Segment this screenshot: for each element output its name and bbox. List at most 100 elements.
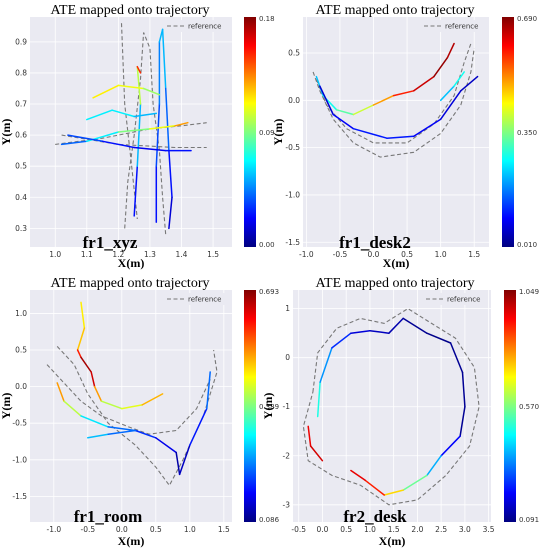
x-tick-label: 3.5	[483, 525, 495, 534]
y-tick-label: -1	[283, 402, 291, 411]
x-tick-label: -0.5	[80, 525, 95, 534]
legend-box	[423, 293, 487, 305]
trajectory-segment	[189, 407, 208, 446]
x-tick-label: 0.0	[368, 250, 380, 259]
x-tick-label: 1.3	[144, 250, 156, 259]
trajectory-segment	[87, 433, 109, 439]
trajectory-segment	[133, 112, 158, 118]
y-axis-label: Y(m)	[261, 393, 275, 420]
trajectory-segment	[168, 149, 173, 199]
trajectory-segment	[80, 356, 92, 373]
x-tick-label: 3.0	[459, 525, 471, 534]
y-tick-label: -3	[283, 500, 291, 509]
trajectory-segment	[449, 342, 464, 374]
y-tick-label: 0.3	[15, 224, 27, 233]
dataset-label: fr1_xyz	[83, 233, 138, 252]
trajectory-segment	[392, 90, 415, 97]
trajectory-segment	[136, 65, 142, 74]
trajectory-segment	[426, 332, 452, 344]
x-tick-label: 1.1	[81, 250, 93, 259]
y-tick-label: 0	[285, 353, 290, 362]
trajectory-segment	[439, 85, 455, 102]
y-axis-label: Y(m)	[0, 393, 13, 420]
trajectory-segment	[433, 56, 449, 78]
trajectory-segment	[413, 118, 442, 138]
colorbar-tick-label: 0.350	[517, 129, 537, 137]
trajectory-segment	[206, 371, 211, 410]
trajectory-segment	[63, 400, 82, 417]
legend-box	[164, 20, 228, 32]
x-tick-label: -0.5	[291, 525, 306, 534]
trajectory-segment	[155, 437, 177, 454]
x-axis-label: X(m)	[118, 256, 145, 270]
trajectory-segment	[107, 429, 137, 435]
trajectory-segment	[453, 71, 465, 87]
y-tick-label: -0.5	[12, 419, 27, 428]
y-tick-label: -1.0	[285, 190, 300, 199]
legend-box	[164, 293, 228, 305]
y-tick-label: -1.5	[285, 238, 300, 247]
trajectory-segment	[134, 429, 157, 439]
trajectory-segment	[121, 404, 143, 410]
y-tick-label: 0.0	[288, 96, 300, 105]
trajectory-segment	[386, 135, 415, 139]
dataset-label: fr1_desk2	[339, 233, 411, 252]
x-tick-label: 2.5	[435, 525, 447, 534]
trajectory-segment	[76, 349, 82, 359]
trajectory-segment	[111, 109, 135, 118]
y-tick-label: 0.5	[15, 162, 27, 171]
trajectory-segment	[142, 87, 161, 96]
legend-label: reference	[188, 23, 221, 31]
dataset-label: fr1_room	[74, 507, 143, 526]
y-tick-label: 0.9	[15, 37, 27, 46]
trajectory-segment	[168, 196, 173, 230]
x-tick-label: 1.5	[218, 525, 230, 534]
trajectory-segment	[149, 125, 176, 130]
y-axis-label: Y(m)	[271, 119, 285, 146]
trajectory-segment	[316, 381, 321, 418]
x-tick-label: 1.5	[388, 525, 400, 534]
trajectory-segment	[174, 121, 189, 127]
chart-title: ATE mapped onto trajectory	[50, 276, 209, 291]
trajectory-segment	[459, 405, 466, 437]
y-tick-label: -0.5	[285, 143, 300, 152]
trajectory-segment	[101, 140, 135, 149]
colorbar-tick-label: 0.086	[259, 516, 280, 524]
colorbar-tick-label: 0.690	[517, 15, 537, 23]
trajectory-segment	[133, 165, 139, 217]
trajectory-segment	[117, 128, 151, 133]
y-axis-label: Y(m)	[0, 119, 13, 146]
trajectory-segment	[155, 103, 161, 167]
y-tick-label: 0.8	[15, 68, 27, 77]
trajectory-segment	[460, 75, 479, 92]
colorbar	[244, 17, 256, 247]
y-tick-label: 0.5	[15, 346, 27, 355]
colorbar-tick-label: 0.693	[259, 288, 279, 296]
y-tick-label: -1.5	[12, 492, 27, 501]
trajectory-segment	[319, 85, 334, 116]
x-tick-label: 1.5	[468, 250, 480, 259]
trajectory-segment	[372, 94, 395, 106]
x-tick-label: 0.5	[340, 525, 352, 534]
trajectory-segment	[352, 104, 375, 116]
trajectory-segment	[175, 451, 181, 476]
chart-panel-fr1-xyz: 1.0 1.1 1.2 1.3 1.4 1.5 0.3 0.4 0.5 0.6 0.7 0.8 0.9 r…	[0, 3, 275, 270]
trajectory-segment	[383, 489, 404, 496]
colorbar-tick-label: 0.00	[259, 241, 275, 249]
trajectory-segment	[93, 385, 103, 402]
trajectory-segment	[446, 42, 455, 59]
x-tick-label: 0.5	[150, 525, 162, 534]
x-tick-label: -1.0	[299, 250, 314, 259]
trajectory-segment	[80, 301, 86, 329]
trajectory-segment	[440, 435, 461, 457]
x-tick-label: 1.0	[435, 250, 447, 259]
chart-panel-fr1-desk2: -1.0 -0.5 0.0 0.5 1.0 1.5 0.5 0.0 -0.5 -1.0 -1.5 re…	[271, 3, 537, 270]
chart-title: ATE mapped onto trajectory	[315, 3, 474, 18]
legend-label: reference	[447, 296, 480, 304]
trajectory-segment	[352, 127, 388, 139]
x-axis-label: X(m)	[118, 534, 145, 548]
trajectory-segment	[76, 327, 86, 351]
trajectory-segment	[402, 474, 428, 491]
trajectory-segment	[178, 444, 191, 476]
trajectory-segment	[56, 382, 65, 402]
